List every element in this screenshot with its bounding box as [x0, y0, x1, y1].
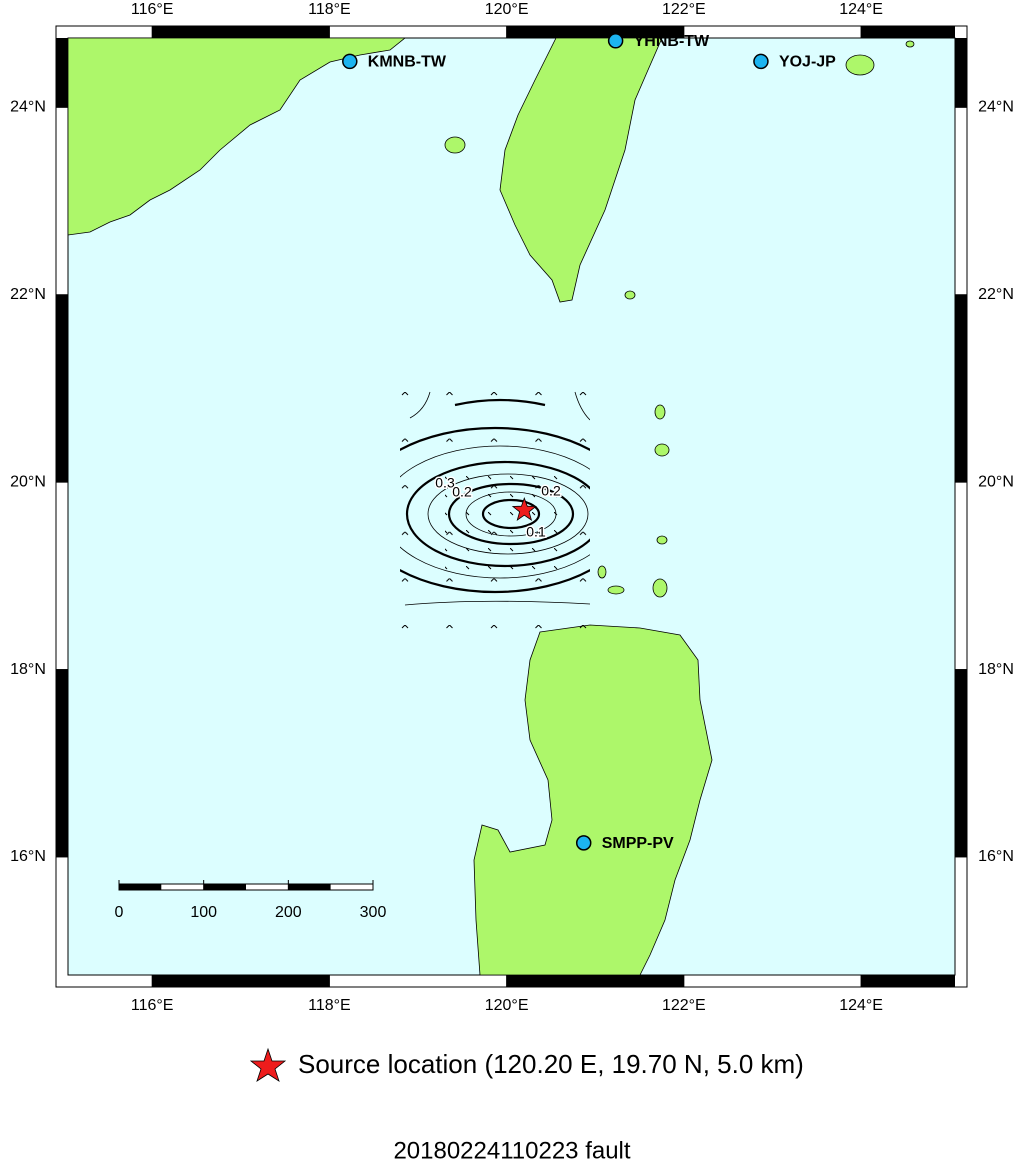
- contour: [454, 398, 546, 407]
- source: [511, 497, 537, 521]
- y-tick-label: 22°N: [10, 286, 46, 303]
- frame-band: [56, 38, 68, 108]
- frame-band: [56, 294, 68, 483]
- contour: [481, 498, 541, 530]
- station: [575, 835, 592, 851]
- x-tick-label: 120°E: [485, 1, 529, 18]
- island: [597, 565, 607, 579]
- x-tick-label: 116°E: [131, 1, 174, 18]
- island: [654, 404, 666, 420]
- contour: [427, 473, 589, 555]
- contour-label: 0.3: [435, 475, 455, 491]
- station-label: SMPP-PV: [602, 835, 674, 852]
- scale-bar: [118, 883, 374, 891]
- scale-label: 100: [190, 904, 217, 921]
- island: [444, 136, 466, 154]
- land: [68, 38, 915, 975]
- legend-text: Source location (120.20 E, 19.70 N, 5.0 …: [298, 1049, 804, 1079]
- land-china: [68, 38, 406, 236]
- frame-band: [152, 26, 330, 38]
- x-tick-label: 118°E: [308, 1, 351, 18]
- contours: [400, 385, 590, 630]
- x-tick-label: 116°E: [131, 997, 174, 1014]
- frame-band: [152, 975, 330, 987]
- y-tick-label: 20°N: [978, 473, 1014, 490]
- y-tick-label: 20°N: [10, 473, 46, 490]
- x-tick-label: 122°E: [662, 1, 706, 18]
- x-tick-label: 120°E: [485, 997, 529, 1014]
- x-tick-label: 124°E: [839, 997, 883, 1014]
- contour: [465, 491, 557, 537]
- contour: [447, 482, 575, 546]
- y-tick-label: 16°N: [978, 848, 1014, 865]
- scale-bar-segments: [119, 884, 331, 890]
- frame-band: [955, 669, 967, 857]
- island: [905, 40, 915, 48]
- station-label: YHNB-TW: [634, 33, 710, 50]
- land-taiwan: [499, 38, 663, 303]
- land-luzon: [473, 624, 713, 975]
- frame-band: [861, 975, 955, 987]
- scale-label: 300: [360, 904, 387, 921]
- contour: [405, 460, 590, 568]
- frame-band: [955, 38, 967, 108]
- scale-label: 200: [275, 904, 302, 921]
- y-tick-label: 18°N: [10, 661, 46, 678]
- island: [607, 585, 625, 595]
- x-tick-label: 122°E: [662, 997, 706, 1014]
- frame-bands: [56, 26, 967, 987]
- frame-band: [506, 26, 684, 38]
- contour-label: 0.2: [541, 483, 561, 499]
- scale-label: 0: [115, 904, 124, 921]
- island: [654, 443, 670, 457]
- island: [845, 54, 875, 76]
- station-label: KMNB-TW: [368, 54, 447, 71]
- grid-points-dense: [445, 470, 575, 570]
- frame-band: [506, 975, 684, 987]
- y-tick-label: 22°N: [978, 286, 1014, 303]
- station-label: YOJ-JP: [779, 54, 836, 71]
- y-tick-label: 24°N: [978, 99, 1014, 116]
- frame-band: [861, 26, 955, 38]
- island: [624, 290, 636, 300]
- title: 20180224110223 fault: [393, 1137, 630, 1163]
- island: [656, 535, 668, 545]
- contour-label: 0.2: [452, 484, 472, 500]
- y-tick-label: 16°N: [10, 848, 46, 865]
- y-tick-label: 24°N: [10, 99, 46, 116]
- y-tick-label: 18°N: [978, 661, 1014, 678]
- contour: [400, 445, 590, 579]
- contour: [409, 391, 590, 421]
- frame-band: [955, 294, 967, 483]
- frame-band: [56, 669, 68, 857]
- x-tick-label: 124°E: [839, 1, 883, 18]
- island: [652, 578, 668, 598]
- contour-label: 0.1: [526, 524, 546, 540]
- legend-star: [249, 1047, 287, 1082]
- contour: [400, 426, 590, 594]
- x-tick-label: 118°E: [308, 997, 351, 1014]
- station: [607, 33, 624, 49]
- station: [342, 53, 358, 70]
- contour: [404, 600, 590, 606]
- station: [753, 53, 769, 70]
